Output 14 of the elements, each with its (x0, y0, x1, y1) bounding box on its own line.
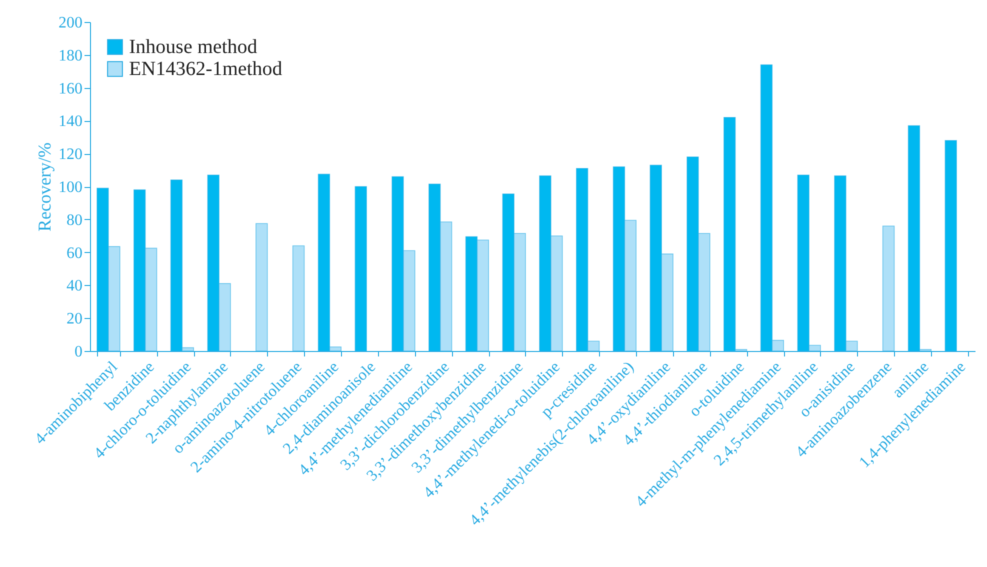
y-tick-label: 120 (58, 146, 82, 164)
legend-label: EN14362-1method (129, 58, 282, 80)
y-tick-label: 180 (58, 47, 82, 64)
legend-label: Inhouse method (129, 36, 258, 58)
y-tick-label: 20 (66, 310, 82, 328)
y-tick-label: 0 (74, 344, 82, 360)
y-tick-label: 160 (58, 80, 82, 98)
y-axis-title: Recovery/% (34, 142, 54, 232)
y-tick-label: 40 (66, 278, 82, 295)
y-tick-label: 60 (66, 244, 82, 262)
y-tick-label: 200 (58, 14, 82, 32)
y-tick-label: 100 (58, 179, 82, 196)
y-tick-label: 80 (66, 212, 82, 229)
y-tick-label: 140 (58, 113, 82, 130)
